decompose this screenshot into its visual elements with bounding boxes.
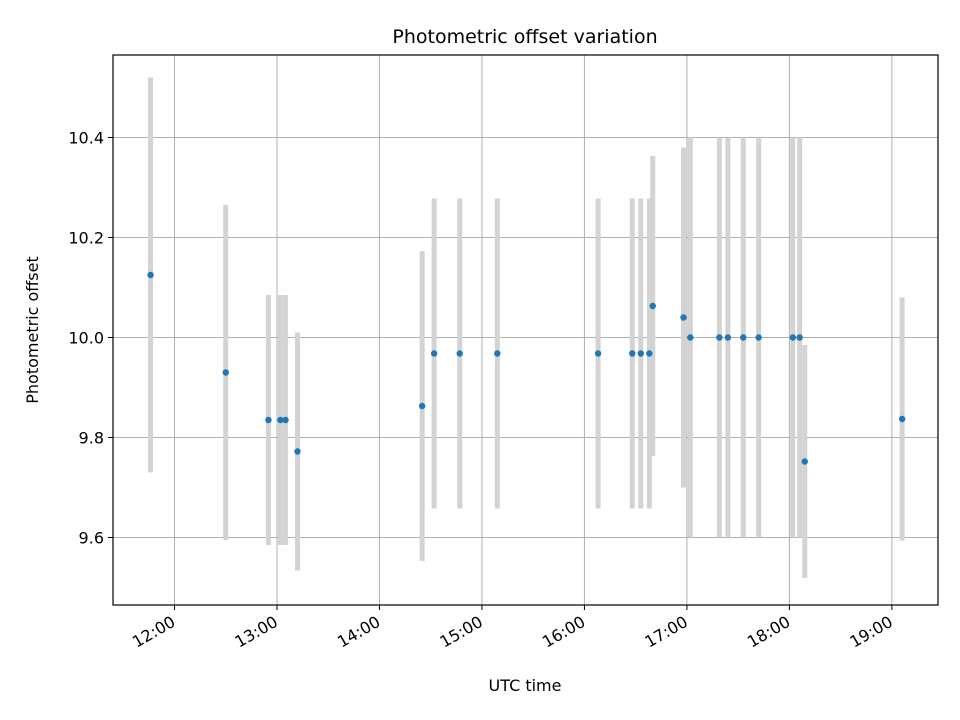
data-point — [716, 334, 723, 341]
data-point — [649, 302, 656, 310]
data-point — [796, 334, 803, 341]
data-point — [637, 350, 644, 357]
data-point — [898, 415, 906, 423]
x-tick-label: 19:00 — [846, 612, 895, 652]
data-point — [265, 416, 272, 424]
x-tick-label: 13:00 — [232, 612, 281, 652]
data-point — [740, 334, 747, 341]
data-point — [456, 350, 463, 357]
x-tick-label: 15:00 — [437, 612, 486, 652]
y-axis-label: Photometric offset — [23, 256, 42, 404]
data-point — [147, 271, 154, 279]
data-point — [430, 350, 438, 357]
chart-title: Photometric offset variation — [392, 26, 657, 48]
x-tick-label: 18:00 — [744, 612, 793, 652]
x-tick-label: 17:00 — [641, 612, 690, 652]
data-point — [687, 334, 694, 341]
data-point — [724, 334, 732, 341]
y-axis-ticks: 9.6 9.8 10.0 10.2 10.4 — [68, 129, 113, 548]
data-point — [494, 350, 501, 357]
data-point — [789, 334, 797, 341]
data-point — [646, 350, 653, 357]
plot-frame — [112, 54, 939, 606]
x-tick-label: 16:00 — [539, 612, 588, 652]
data-points — [147, 271, 906, 465]
data-point — [222, 369, 229, 376]
data-point — [629, 350, 636, 357]
data-point — [680, 314, 687, 321]
data-point — [282, 416, 289, 424]
data-point — [801, 458, 808, 465]
data-point — [277, 416, 284, 424]
x-tick-label: 14:00 — [334, 612, 383, 652]
data-point — [418, 402, 426, 410]
y-tick-label: 9.8 — [79, 429, 104, 448]
x-tick-label: 12:00 — [129, 612, 178, 652]
data-point — [594, 350, 602, 357]
y-tick-label: 10.0 — [68, 329, 104, 348]
grid-lines — [113, 55, 938, 605]
data-point — [755, 334, 762, 341]
y-tick-label: 9.6 — [79, 529, 104, 548]
y-tick-label: 10.4 — [68, 129, 104, 148]
y-tick-label: 10.2 — [68, 229, 104, 248]
x-axis-label: UTC time — [489, 676, 562, 695]
data-point — [294, 448, 301, 455]
x-axis-ticks: 12:00 13:00 14:00 15:00 16:00 17:00 18:00 19:00 — [129, 605, 896, 652]
